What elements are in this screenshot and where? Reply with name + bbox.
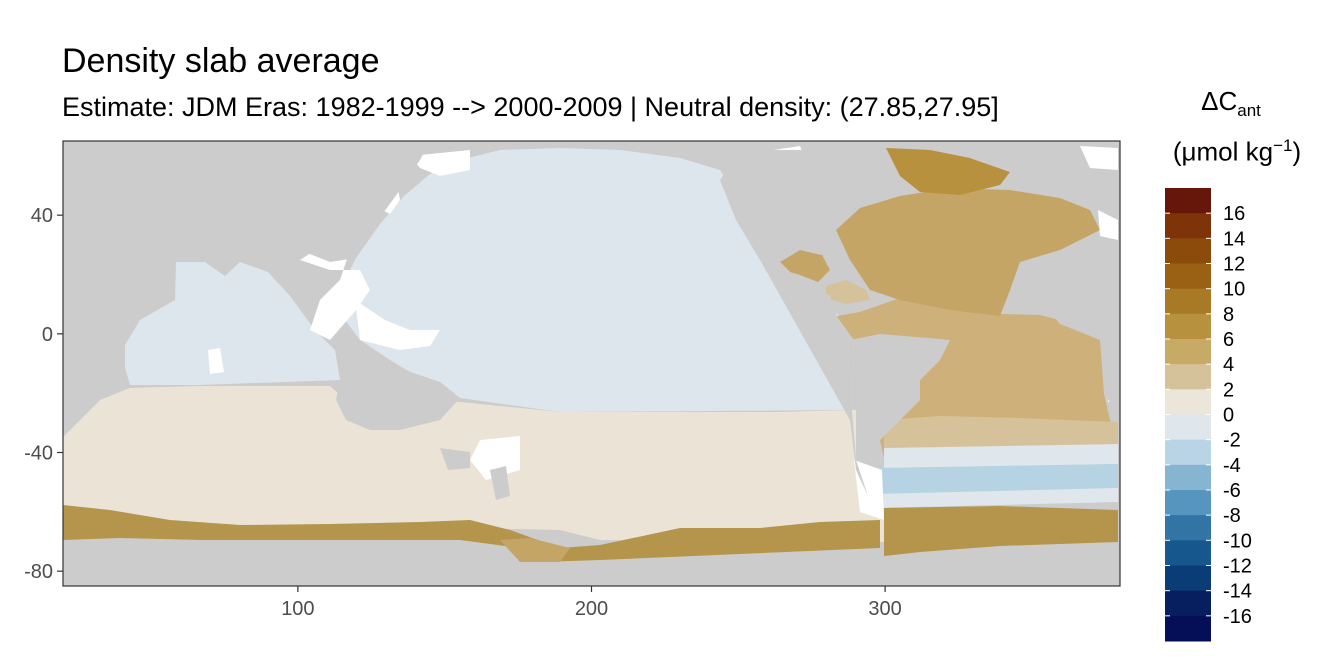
legend-color-swatch	[1165, 590, 1211, 617]
chart-title: Density slab average	[62, 42, 380, 80]
x-tick-label: 300	[868, 598, 901, 620]
weddell-light-band	[884, 444, 1118, 468]
legend-color-swatch	[1165, 313, 1211, 340]
x-tick-label: 100	[281, 598, 314, 620]
legend-label: -4	[1223, 455, 1241, 477]
legend-label: 16	[1223, 203, 1245, 225]
legend-color-swatch	[1165, 540, 1211, 566]
legend-title-symbol: ΔC	[1201, 86, 1238, 116]
y-tick-label: 0	[42, 324, 53, 346]
legend-label: -12	[1223, 556, 1252, 578]
gulf-region	[780, 250, 830, 282]
legend-color-swatch	[1165, 263, 1211, 290]
atlantic-ocean-region	[826, 298, 1118, 458]
legend-title-subscript: ant	[1237, 101, 1261, 121]
legend-title: ΔCant	[1176, 86, 1286, 121]
north-atlantic-region	[836, 188, 1100, 316]
legend-label: -8	[1223, 505, 1241, 527]
y-tick-label: -80	[24, 561, 53, 583]
legend-label: -6	[1223, 480, 1241, 502]
legend-unit-close: )	[1292, 136, 1302, 167]
legend-label: 8	[1223, 304, 1234, 326]
south-atlantic-beige-band	[884, 416, 1118, 448]
legend-color-swatch	[1165, 515, 1211, 541]
x-tick-label: 200	[575, 598, 608, 620]
legend-label: 12	[1223, 254, 1245, 276]
legend-color-swatch	[1165, 188, 1211, 214]
legend-color-swatch	[1165, 288, 1211, 315]
legend-label: -2	[1223, 430, 1241, 452]
map-panel	[63, 141, 1120, 586]
weddell-brown-band	[884, 506, 1118, 556]
legend-color-swatch	[1165, 615, 1211, 642]
land-masses	[63, 141, 1118, 586]
legend-color-swatch	[1165, 464, 1211, 491]
legend-color-swatch	[1165, 389, 1211, 415]
legend-unit-open: (μmol kg	[1172, 136, 1274, 167]
legend-color-swatch	[1165, 490, 1211, 516]
weddell-pale-band	[876, 488, 1118, 508]
legend-color-swatch	[1165, 213, 1211, 239]
legend-label: -16	[1223, 606, 1252, 628]
weddell-blue-band	[878, 464, 1118, 494]
pacific-ocean-region	[340, 148, 854, 412]
legend-unit: (μmol kg−1)	[1162, 136, 1312, 168]
y-tick-label: -40	[24, 443, 53, 465]
legend-color-swatch	[1165, 238, 1211, 264]
labrador-irminger-region	[886, 148, 1010, 195]
caribbean-region	[826, 280, 870, 304]
legend-color-swatch	[1165, 339, 1211, 365]
ross-sea-tongue	[500, 538, 570, 562]
legend-label: -10	[1223, 530, 1252, 552]
legend-label: 10	[1223, 279, 1245, 301]
legend-color-swatch	[1165, 565, 1211, 592]
legend-color-swatch	[1165, 414, 1211, 441]
chart-subtitle: Estimate: JDM Eras: 1982-1999 --> 2000-2…	[62, 92, 999, 122]
indian-ocean-tropical-region	[125, 262, 340, 385]
legend-unit-sup: −1	[1273, 136, 1293, 155]
legend-label: -14	[1223, 581, 1252, 603]
legend-label: 14	[1223, 228, 1245, 250]
legend-color-swatch	[1165, 439, 1211, 466]
y-tick-label: 40	[31, 205, 53, 227]
legend-label: 0	[1223, 405, 1234, 427]
legend-label: 4	[1223, 354, 1234, 376]
color-legend: 16 14 12 10 8 6 4 2 0 -2 -4 -6 -8 -10 -12 -14 -16	[1165, 188, 1252, 642]
legend-color-swatch	[1165, 364, 1211, 390]
antarctic-coastal-band	[63, 505, 880, 562]
legend-label: 2	[1223, 379, 1234, 401]
legend-label: 6	[1223, 329, 1234, 351]
